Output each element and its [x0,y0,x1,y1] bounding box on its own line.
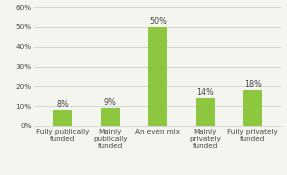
Bar [53,110,72,126]
Bar [196,98,215,126]
Text: 9%: 9% [104,98,117,107]
Bar [101,108,120,126]
Text: 18%: 18% [244,80,262,89]
Text: 14%: 14% [196,88,214,97]
Text: 50%: 50% [149,17,167,26]
Bar [243,90,262,126]
Bar [148,27,167,126]
Text: 8%: 8% [57,100,69,109]
